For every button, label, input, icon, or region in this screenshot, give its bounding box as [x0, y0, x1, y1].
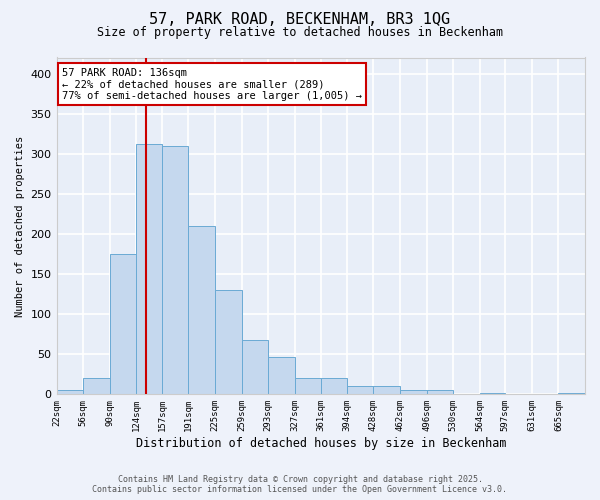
Bar — [373, 386, 400, 394]
Bar — [321, 378, 347, 394]
Bar — [110, 254, 136, 394]
X-axis label: Distribution of detached houses by size in Beckenham: Distribution of detached houses by size … — [136, 437, 506, 450]
Bar — [242, 340, 268, 394]
Text: Contains HM Land Registry data © Crown copyright and database right 2025.
Contai: Contains HM Land Registry data © Crown c… — [92, 474, 508, 494]
Bar — [136, 144, 162, 395]
Bar — [347, 386, 373, 394]
Text: Size of property relative to detached houses in Beckenham: Size of property relative to detached ho… — [97, 26, 503, 39]
Text: 57, PARK ROAD, BECKENHAM, BR3 1QG: 57, PARK ROAD, BECKENHAM, BR3 1QG — [149, 12, 451, 28]
Bar — [83, 378, 110, 394]
Bar — [162, 146, 188, 394]
Y-axis label: Number of detached properties: Number of detached properties — [15, 136, 25, 316]
Text: 57 PARK ROAD: 136sqm
← 22% of detached houses are smaller (289)
77% of semi-deta: 57 PARK ROAD: 136sqm ← 22% of detached h… — [62, 68, 362, 101]
Bar — [559, 392, 585, 394]
Bar — [400, 390, 427, 394]
Bar — [479, 392, 505, 394]
Bar — [56, 390, 83, 394]
Bar — [268, 356, 295, 395]
Bar — [215, 290, 242, 395]
Bar — [188, 226, 215, 394]
Bar — [427, 390, 453, 394]
Bar — [295, 378, 321, 394]
